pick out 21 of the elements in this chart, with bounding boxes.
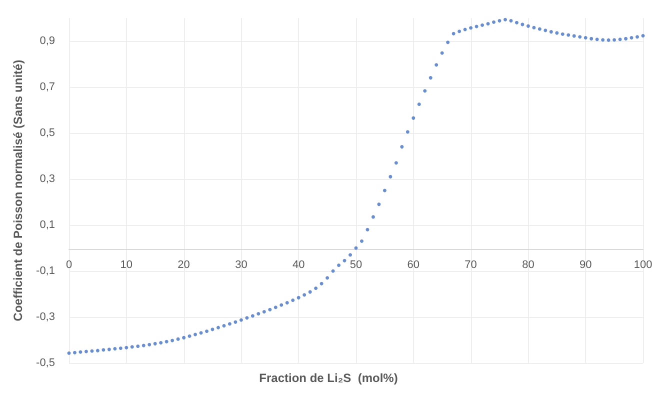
x-tick-label: 20 bbox=[178, 258, 190, 271]
x-tick-label: 90 bbox=[579, 258, 592, 271]
y-tick-label: 0,7 bbox=[40, 81, 55, 93]
x-tick-label: 10 bbox=[120, 258, 133, 271]
y-tick-label: 0,9 bbox=[40, 35, 55, 47]
y-axis-title: Coefficient de Poisson normalisé (Sans unité) bbox=[11, 60, 25, 322]
y-tick-label: -0,5 bbox=[36, 357, 55, 369]
y-tick-label: 0,5 bbox=[40, 127, 55, 139]
y-tick-label: -0,3 bbox=[36, 311, 55, 323]
y-tick-label: 0,3 bbox=[40, 173, 55, 185]
x-tick-label: 80 bbox=[522, 258, 534, 271]
y-tick-label: 0,1 bbox=[40, 219, 55, 231]
x-tick-label: 40 bbox=[292, 258, 305, 271]
y-tick-label: -0,1 bbox=[36, 265, 55, 277]
x-tick-label: 50 bbox=[350, 258, 362, 271]
x-axis-title: Fraction de Li₂S (mol%) bbox=[259, 371, 398, 385]
x-tick-label: 60 bbox=[407, 258, 420, 271]
x-tick-label: 0 bbox=[66, 258, 72, 271]
x-tick-label: 70 bbox=[464, 258, 477, 271]
x-tick-label: 30 bbox=[235, 258, 248, 271]
x-tick-label: 100 bbox=[634, 258, 652, 271]
